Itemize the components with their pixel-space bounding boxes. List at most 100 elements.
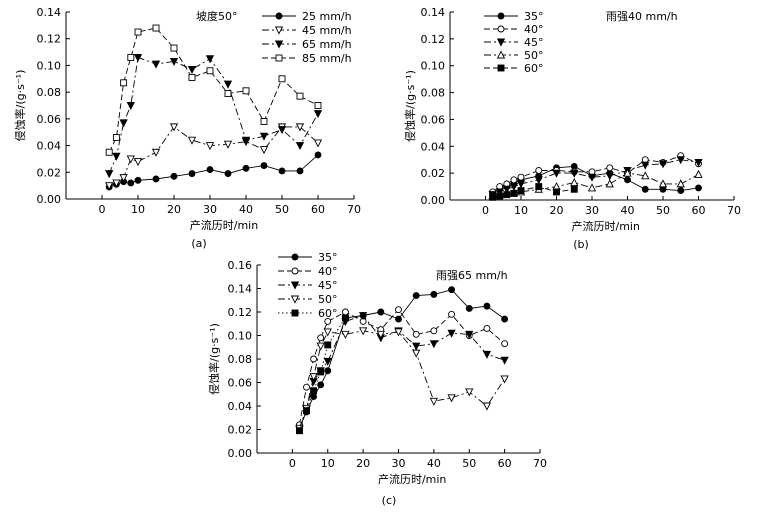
panel1-data-point [313,139,323,148]
panel3-x-tick-label: 60 [498,457,512,470]
panel2-series-5 [489,183,578,201]
panel1-data-point [170,172,178,180]
panel2-y-tick-label: 0.12 [421,33,446,46]
panel3-series-line [298,317,346,431]
panel1-data-point [133,158,143,167]
panel2-legend-marker [497,64,505,72]
panel1-x-tick-label: 0 [99,203,106,216]
panel1-data-point [277,126,287,135]
panel2-data-point [676,156,685,165]
panel2-legend-entry: 40° [484,23,544,36]
panel2-data-point [503,191,511,199]
panel2-data-point [587,173,597,182]
panel3-data-point [324,367,332,375]
panel1-data-point [260,162,268,170]
panel1-data-point [295,123,305,132]
panel1-y-tick-label: 0.06 [37,113,62,126]
panel3-data-point [317,334,325,342]
panel2-data-point [606,164,614,172]
panel1-data-point [260,118,268,125]
panel3-y-tick-label: 0.10 [228,330,253,343]
panel1-data-point [242,164,250,172]
panel3-data-point [323,328,332,337]
panel2-data-point [496,192,504,200]
panel3-y-axis-title: 侵蚀率/(g·s⁻¹) [207,323,221,395]
panel1-y-axis-title: 侵蚀率/(g·s⁻¹) [13,70,27,142]
panel1-data-point [119,174,128,183]
panel1-x-tick-label: 70 [347,203,361,216]
panel3-legend-label: 60° [318,307,338,320]
panel1-data-point [134,28,142,36]
panel1-annotation: 坡度50° [196,9,238,23]
panel2-data-point [676,179,685,188]
panel1-x-tick-label: 40 [239,203,253,216]
panel2-data-point [570,169,579,178]
panel2-data-point [587,183,597,192]
panel1-x-tick-label: 20 [167,203,181,216]
panel3-x-tick-label: 10 [321,457,335,470]
panel1-y-tick-label: 0.12 [37,33,62,46]
panel1-data-point [169,57,179,67]
panel3-data-point [430,290,438,298]
panel1-data-point [223,80,233,89]
panel1-data-point [133,53,143,62]
panel1-series-3 [105,53,323,179]
panel3-data-point [447,394,456,403]
panel3-x-tick-label: 20 [356,457,370,470]
panel2-data-point [517,187,525,195]
panel3-y-tick-label: 0.04 [228,400,253,413]
panel1-data-point [126,102,135,111]
panel1-data-point [151,60,161,69]
panel2-panel-label: (b) [573,238,589,251]
panel1-y-tick-label: 0.10 [37,59,62,72]
panel3-data-point [447,329,456,338]
panel1-data-point [241,136,251,145]
panel2-data-point [510,189,518,197]
panel1-data-point [313,110,323,119]
panel3-legend-label: 35° [318,251,338,264]
panel3-data-point [303,407,310,415]
panel2-data-point [510,176,518,184]
panel1-legend-marker [275,12,283,20]
panel1-data-point [224,90,232,97]
panel2-data-point [534,176,543,185]
panel3-x-tick-label: 0 [289,457,296,470]
panel1-data-point [187,136,197,145]
panel3-data-point [412,330,420,338]
panel3-data-point [429,340,439,349]
panel3-y-tick-label: 0.12 [228,306,253,319]
panel1-data-point [278,75,286,83]
panel1-data-point [205,142,215,151]
panel3-data-point [316,342,325,351]
panel1-data-point [127,179,135,187]
panel1-series-line [108,27,319,153]
panel3-data-point [430,327,438,335]
panel2-x-tick-label: 20 [550,204,564,217]
panel1-data-point [170,44,178,52]
panel1-series-4 [105,24,322,156]
panel3-data-point [412,342,421,351]
panel3-data-point [309,373,318,382]
panel3-data-point [465,388,474,397]
panel3-legend-marker [291,267,299,275]
panel3-y-tick-label: 0.06 [228,377,253,390]
panel3-data-point [324,317,332,325]
panel3-data-point [317,368,325,376]
panel2-data-point [641,171,650,180]
panel3-data-point [500,356,509,365]
panel2-x-tick-label: 10 [514,204,528,217]
panel1-data-point [112,134,120,142]
panel3-legend-entry: 50° [278,293,338,306]
panel1-data-point [119,119,128,128]
panel1-data-point [224,170,232,178]
panel3-data-point [317,381,325,389]
panel3-legend-entry: 40° [278,265,338,278]
panel2-data-point [605,179,614,188]
panel1-data-point [127,53,135,61]
panel3-legend-label: 45° [318,279,338,292]
panel2-legend-label: 35° [524,10,544,23]
panel3-data-point [483,302,491,310]
panel2-x-tick-label: 60 [692,204,706,217]
panel3-y-tick-label: 0.08 [228,353,253,366]
panel3-data-point [376,330,385,339]
